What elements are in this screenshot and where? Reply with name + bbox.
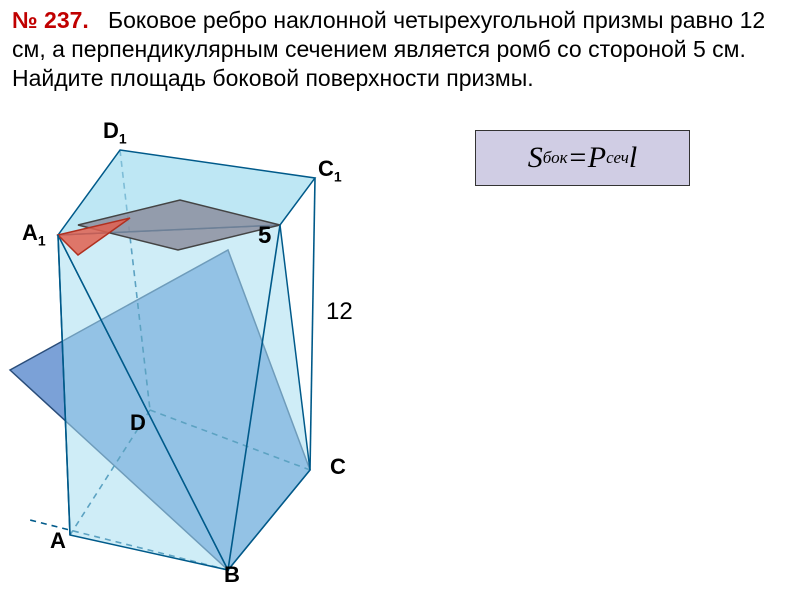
problem-number: № 237. bbox=[12, 7, 89, 33]
formula-P: P bbox=[588, 141, 606, 175]
vertex-label-A1: A1 bbox=[22, 220, 46, 248]
formula-P-sub: сеч bbox=[606, 148, 629, 168]
dimension-12: 12 bbox=[326, 298, 353, 326]
prism-diagram bbox=[0, 115, 400, 595]
vertex-label-B: B bbox=[224, 562, 240, 588]
vertex-label-C1: C1 bbox=[318, 156, 342, 184]
problem-text: № 237. Боковое ребро наклонной четырехуг… bbox=[12, 6, 788, 92]
vertex-label-A: A bbox=[50, 528, 66, 554]
vertex-label-C: C bbox=[330, 454, 346, 480]
formula-eq: = bbox=[568, 141, 588, 175]
problem-body: Боковое ребро наклонной четырехугольной … bbox=[12, 7, 765, 91]
vertex-label-D: D bbox=[130, 410, 146, 436]
formula-S-sub: бок bbox=[543, 148, 568, 168]
dimension-5: 5 bbox=[258, 222, 271, 250]
formula-l: l bbox=[629, 141, 637, 175]
vertex-label-D1: D1 bbox=[103, 118, 127, 146]
formula-S: S bbox=[528, 141, 543, 175]
formula-box: Sбок = Pсеч l bbox=[475, 130, 690, 186]
